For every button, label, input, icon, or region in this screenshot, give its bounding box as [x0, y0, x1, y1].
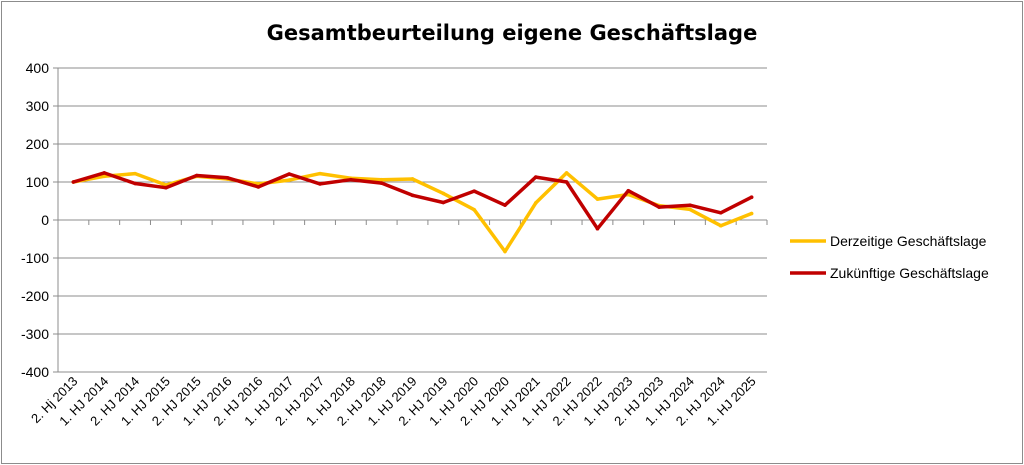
legend: Derzeitige Geschäftslage Zukünftige Gesch…: [790, 233, 989, 281]
gridlines: [53, 67, 767, 373]
data-point: [503, 249, 507, 254]
legend-label: Derzeitige Geschäftslage: [830, 233, 987, 249]
chart-title: Gesamtbeurteilung eigene Geschäftslage: [267, 21, 758, 45]
y-tick-label: 200: [26, 136, 50, 152]
data-point: [379, 177, 384, 182]
data-point: [657, 205, 661, 209]
data-point: [287, 172, 291, 176]
data-point: [133, 171, 137, 176]
data-point: [749, 211, 754, 216]
y-axis: 400 300 200 100 0 -100 -200 -300 -400: [21, 60, 59, 380]
series-lines: [71, 171, 754, 254]
data-point: [318, 171, 322, 176]
y-tick-label: 100: [26, 174, 50, 190]
data-point: [472, 207, 476, 212]
data-point: [718, 223, 723, 228]
y-tick-label: -200: [21, 288, 49, 304]
data-point: [225, 176, 230, 180]
data-point: [256, 185, 261, 189]
data-point: [688, 207, 692, 212]
data-point: [102, 171, 107, 175]
data-point: [472, 189, 476, 193]
data-point: [410, 193, 415, 198]
data-point: [564, 180, 569, 184]
data-point: [133, 181, 137, 186]
data-point: [164, 185, 168, 190]
data-point: [718, 210, 723, 215]
data-point: [626, 188, 631, 193]
data-point: [595, 197, 600, 201]
y-tick-label: -300: [21, 326, 49, 342]
legend-label: Zukünftige Geschäftslage: [830, 265, 989, 281]
data-point: [410, 177, 415, 181]
data-point: [503, 203, 507, 207]
data-point: [318, 182, 322, 186]
data-point: [441, 191, 446, 196]
data-point: [102, 174, 107, 179]
y-tick-label: -400: [21, 364, 49, 380]
data-point: [379, 181, 384, 185]
data-point: [688, 203, 692, 207]
data-point: [349, 177, 353, 182]
data-point: [71, 180, 76, 184]
y-tick-label: 0: [41, 212, 49, 228]
data-point: [287, 178, 291, 182]
data-point: [534, 201, 538, 205]
data-point: [595, 226, 600, 231]
data-point: [564, 171, 569, 175]
y-tick-label: 300: [26, 98, 50, 114]
data-point: [534, 175, 538, 179]
data-point: [749, 195, 754, 199]
data-point: [441, 200, 446, 205]
y-tick-label: -100: [21, 250, 49, 266]
data-point: [194, 173, 199, 178]
y-tick-label: 400: [26, 60, 50, 76]
